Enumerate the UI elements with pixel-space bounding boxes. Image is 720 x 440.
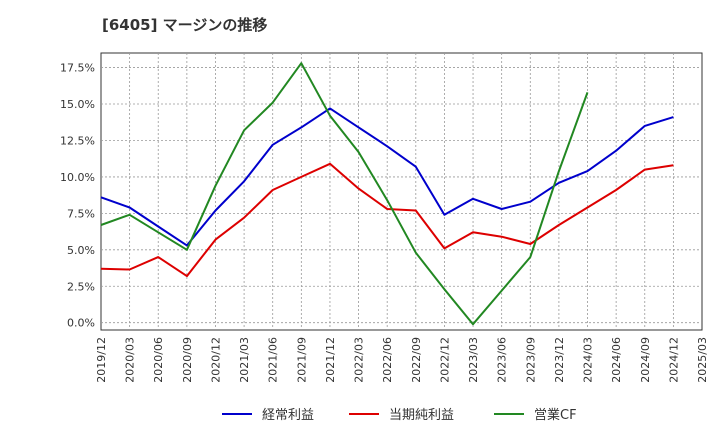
x-tick-label: 2025/03 [696,337,709,383]
x-tick-label: 2020/12 [209,337,222,383]
x-tick-label: 2023/12 [553,337,566,383]
y-tick-label: 7.5% [67,207,95,220]
series-line [100,162,674,278]
legend-label: 当期純利益 [389,408,454,423]
y-tick-label: 12.5% [60,134,95,147]
chart-title: [6405] マージンの推移 [102,16,268,34]
y-tick-label: 0.0% [67,317,95,330]
x-tick-label: 2021/12 [324,337,337,383]
y-tick-label: 10.0% [60,171,95,184]
legend-label: 経常利益 [262,408,314,423]
x-tick-label: 2019/12 [95,337,108,383]
x-tick-label: 2021/09 [295,337,308,383]
y-tick-label: 17.5% [60,62,95,75]
x-tick-label: 2020/06 [152,337,165,383]
x-tick-label: 2022/09 [410,337,423,383]
x-tick-label: 2021/06 [267,337,280,383]
series-line [100,107,674,247]
x-tick-label: 2024/03 [582,337,595,383]
plot-area [100,52,703,331]
y-tick-label: 5.0% [67,244,95,257]
x-tick-label: 2022/12 [438,337,451,383]
x-tick-label: 2024/12 [667,337,680,383]
x-tick-label: 2020/03 [124,337,137,383]
x-tick-label: 2021/03 [238,337,251,383]
x-tick-label: 2022/03 [353,337,366,383]
x-tick-label: 2024/09 [639,337,652,383]
series-line [100,62,589,326]
legend-label: 営業CF [534,407,577,423]
y-tick-label: 2.5% [67,280,95,293]
x-tick-label: 2022/06 [381,337,394,383]
y-tick-label: 15.0% [60,98,95,111]
x-tick-label: 2020/09 [181,337,194,383]
x-tick-label: 2023/09 [524,337,537,383]
x-tick-label: 2023/03 [467,337,480,383]
x-tick-label: 2023/06 [496,337,509,383]
x-tick-label: 2024/06 [610,337,623,383]
